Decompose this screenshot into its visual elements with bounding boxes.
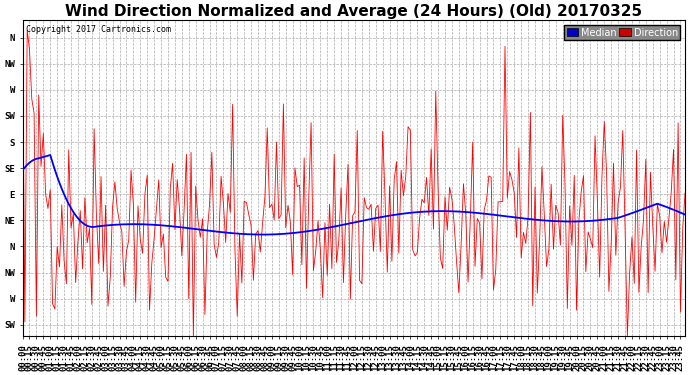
- Text: Copyright 2017 Cartronics.com: Copyright 2017 Cartronics.com: [26, 25, 171, 34]
- Legend: Median, Direction: Median, Direction: [564, 25, 680, 40]
- Title: Wind Direction Normalized and Average (24 Hours) (Old) 20170325: Wind Direction Normalized and Average (2…: [66, 4, 642, 19]
